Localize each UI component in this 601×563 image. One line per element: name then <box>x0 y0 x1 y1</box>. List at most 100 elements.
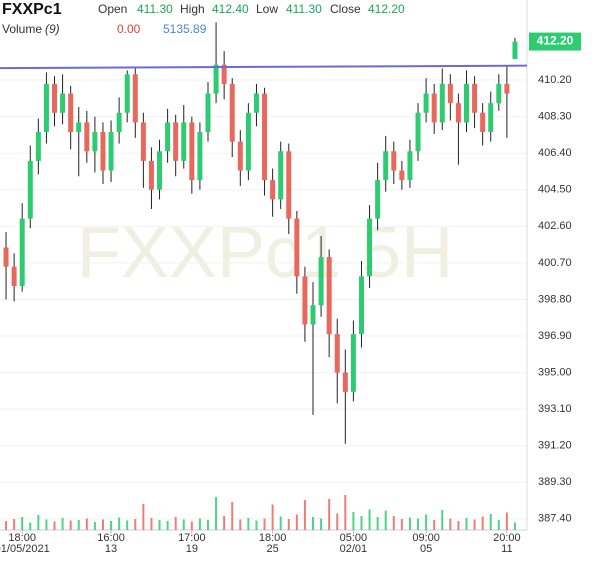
y-tick-label: 391.20 <box>538 440 572 452</box>
volume-bar <box>85 518 88 530</box>
candle-body <box>165 122 171 152</box>
x-tick-label: 05:00 <box>340 532 368 544</box>
candle-body <box>439 83 445 123</box>
volume-bar <box>352 512 355 530</box>
volume-bar <box>158 520 161 530</box>
volume-bar <box>368 509 371 530</box>
candle-body <box>504 83 510 94</box>
candle-body <box>294 218 300 277</box>
candle-body <box>423 93 429 113</box>
volume-bar <box>61 518 64 530</box>
low-value: 411.30 <box>286 2 322 16</box>
candle-body <box>350 334 356 392</box>
candle-body <box>157 151 163 190</box>
candle-body <box>237 141 243 171</box>
volume-bar <box>13 519 16 530</box>
candle-body <box>173 122 179 161</box>
volume-bar <box>295 514 298 530</box>
volume-bar <box>53 521 56 530</box>
candle-body <box>11 266 17 286</box>
y-tick-label: 389.30 <box>538 476 572 488</box>
candle-body <box>488 103 494 133</box>
candle-body <box>43 83 49 133</box>
volume-bar <box>182 519 185 530</box>
candle-body <box>213 64 219 94</box>
candle-body <box>342 372 348 392</box>
volume-label: Volume <box>2 22 42 36</box>
volume-bar <box>21 517 24 530</box>
volume-ma: 5135.89 <box>163 22 207 36</box>
volume-bar <box>231 502 234 530</box>
volume-bar <box>489 514 492 530</box>
volume-bar <box>206 520 209 530</box>
candle-body <box>84 122 90 152</box>
x-tick-sublabel: 13 <box>105 543 117 555</box>
candle-body <box>270 180 276 200</box>
volume-bar <box>336 513 339 530</box>
y-tick-label: 402.60 <box>538 220 572 232</box>
candle-body <box>472 83 478 113</box>
high-value: 412.40 <box>212 2 249 16</box>
symbol: FXXPc1 <box>2 1 62 18</box>
volume-bar <box>449 518 452 530</box>
volume-bar <box>303 500 306 530</box>
volume-bar <box>328 499 331 530</box>
candle-body <box>245 112 251 171</box>
open-label: Open <box>98 2 127 16</box>
x-tick-sublabel: 02/01 <box>340 543 368 555</box>
y-tick-label: 395.00 <box>538 366 572 378</box>
volume-bar <box>142 504 145 530</box>
volume-bar <box>37 515 40 530</box>
volume-bar <box>255 520 258 530</box>
y-tick-label: 398.80 <box>538 293 572 305</box>
volume-bar <box>134 519 137 530</box>
volume-bar <box>433 520 436 530</box>
candle-body <box>116 112 122 133</box>
candle-body <box>3 247 9 267</box>
header: FXXPc1 Open 411.30 High 412.40 Low 411.3… <box>2 1 405 36</box>
volume-bar <box>320 518 323 530</box>
volume-bar <box>481 516 484 530</box>
y-tick-label: 404.50 <box>538 184 572 196</box>
volume-bar <box>110 521 113 530</box>
close-label: Close <box>330 2 361 16</box>
candle-body <box>358 276 364 335</box>
candle-body <box>302 276 308 325</box>
volume-bar <box>223 516 226 530</box>
volume-bar <box>287 519 290 530</box>
candle-body <box>318 257 324 306</box>
x-tick-label: 16:00 <box>97 532 125 544</box>
candle-body <box>221 64 227 84</box>
open-value: 411.30 <box>137 2 173 16</box>
candle-body <box>286 151 292 219</box>
volume-bar <box>69 520 72 530</box>
candle-body <box>181 122 187 161</box>
candle-body <box>132 74 138 123</box>
candle-body <box>463 83 469 123</box>
volume-bar <box>400 519 403 530</box>
y-tick-label: 410.20 <box>538 74 572 86</box>
candle-body <box>100 132 106 171</box>
x-tick-label: 09:00 <box>412 532 440 544</box>
x-tick-sublabel: 11 <box>501 543 512 555</box>
candle-body <box>108 132 114 171</box>
candle-body <box>205 93 211 133</box>
plot-area: 410.20 408.30 406.40 404.50 402.60 400.70 398.… <box>0 0 581 555</box>
volume-bar <box>360 516 363 530</box>
candle-body <box>512 41 518 59</box>
x-tick-sublabel: 05 <box>420 543 432 555</box>
volume-bar <box>465 518 468 530</box>
volume-bar <box>174 517 177 530</box>
candle-body <box>375 180 381 219</box>
volume-bar <box>247 518 250 530</box>
y-tick-label: 393.10 <box>538 403 572 415</box>
x-tick-sublabel: 01/05/2021 <box>0 543 50 555</box>
volume-bar <box>118 517 121 530</box>
candle-body <box>148 160 154 190</box>
x-tick-sublabel: 19 <box>186 543 198 555</box>
volume-bar <box>5 521 8 530</box>
volume-bar <box>513 522 516 530</box>
volume-bar <box>279 516 282 530</box>
volume-bar <box>384 510 387 530</box>
x-tick-label: 18:00 <box>259 532 287 544</box>
